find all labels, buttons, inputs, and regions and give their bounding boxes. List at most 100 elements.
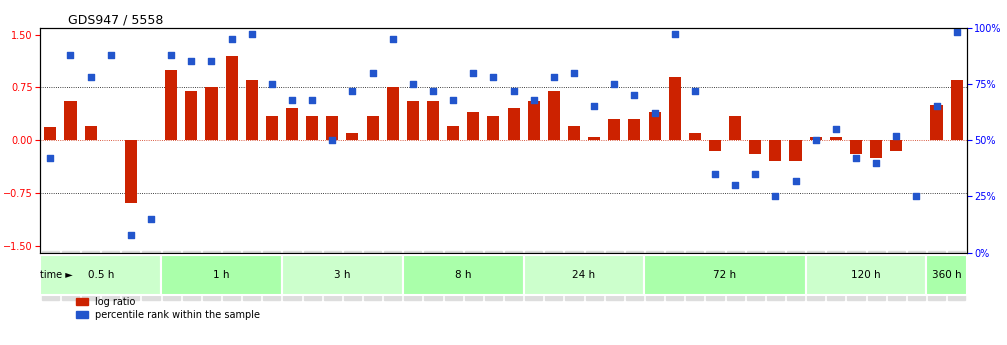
Point (928, 104, 945, 109)
Point (42, 155, 58, 161)
Point (767, 194, 783, 199)
Point (465, 70, 481, 75)
Bar (769, 140, 781, 161)
Bar (266, 116, 278, 140)
Bar (628, 119, 640, 140)
Point (62, 52, 79, 57)
Point (606, 81, 622, 87)
Point (203, 59, 220, 64)
FancyBboxPatch shape (161, 255, 282, 295)
Bar (407, 101, 419, 140)
Bar (930, 105, 943, 140)
Text: 8 h: 8 h (455, 270, 471, 280)
Point (687, 88, 703, 93)
Point (727, 183, 743, 188)
Point (485, 75, 501, 80)
Point (183, 59, 199, 64)
Text: 72 h: 72 h (714, 270, 736, 280)
Bar (306, 116, 318, 140)
Bar (165, 70, 177, 140)
Point (828, 126, 844, 132)
Bar (427, 101, 439, 140)
Point (224, 36, 240, 42)
Bar (649, 112, 661, 140)
Bar (951, 80, 963, 140)
Point (506, 88, 522, 93)
Point (808, 137, 824, 143)
Bar (326, 116, 338, 140)
FancyBboxPatch shape (806, 255, 926, 295)
Point (284, 97, 300, 102)
Point (908, 194, 924, 199)
Bar (608, 119, 620, 140)
Bar (205, 87, 218, 140)
Bar (246, 80, 258, 140)
Bar (487, 116, 499, 140)
Bar (387, 87, 399, 140)
Bar (830, 137, 842, 140)
Point (667, 32, 683, 37)
Point (747, 171, 763, 177)
Bar (508, 108, 520, 140)
Point (304, 97, 320, 102)
Point (385, 36, 401, 42)
Bar (44, 128, 56, 140)
Point (949, 29, 965, 35)
Bar (789, 140, 802, 161)
Bar (729, 116, 741, 140)
Point (123, 232, 139, 237)
Bar (286, 108, 298, 140)
Point (405, 81, 421, 87)
Bar (346, 133, 358, 140)
Bar (588, 137, 600, 140)
Bar (850, 140, 862, 154)
Bar (528, 101, 540, 140)
Text: 120 h: 120 h (851, 270, 881, 280)
Point (888, 133, 904, 138)
Bar (185, 91, 197, 140)
Text: GDS947 / 5558: GDS947 / 5558 (68, 13, 163, 27)
Point (848, 155, 864, 161)
Bar (669, 77, 681, 140)
Bar (890, 140, 902, 151)
Bar (226, 56, 238, 140)
Bar (125, 140, 137, 204)
FancyBboxPatch shape (644, 255, 806, 295)
Point (566, 70, 582, 75)
Point (103, 52, 119, 57)
Point (324, 137, 340, 143)
Point (365, 70, 381, 75)
Bar (689, 133, 701, 140)
FancyBboxPatch shape (282, 255, 403, 295)
Point (646, 110, 663, 116)
Point (707, 171, 723, 177)
Text: 0.5 h: 0.5 h (88, 270, 114, 280)
Point (526, 97, 542, 102)
Bar (64, 101, 77, 140)
FancyBboxPatch shape (40, 255, 161, 295)
Point (143, 216, 159, 222)
Text: 3 h: 3 h (334, 270, 350, 280)
Point (546, 75, 562, 80)
Point (868, 160, 884, 165)
Point (344, 88, 361, 93)
Bar (367, 116, 379, 140)
Text: 360 h: 360 h (931, 270, 962, 280)
Bar (85, 126, 97, 140)
FancyBboxPatch shape (403, 255, 524, 295)
Bar (568, 126, 580, 140)
Point (83, 75, 99, 80)
Point (445, 97, 461, 102)
Point (586, 104, 602, 109)
Point (163, 52, 179, 57)
FancyBboxPatch shape (926, 255, 967, 295)
Bar (467, 112, 479, 140)
Bar (548, 91, 560, 140)
Bar (749, 140, 761, 154)
Text: 1 h: 1 h (213, 270, 230, 280)
Text: time ►: time ► (40, 270, 74, 280)
Bar (709, 140, 721, 151)
Point (425, 88, 441, 93)
Bar (447, 126, 459, 140)
Bar (870, 140, 882, 158)
